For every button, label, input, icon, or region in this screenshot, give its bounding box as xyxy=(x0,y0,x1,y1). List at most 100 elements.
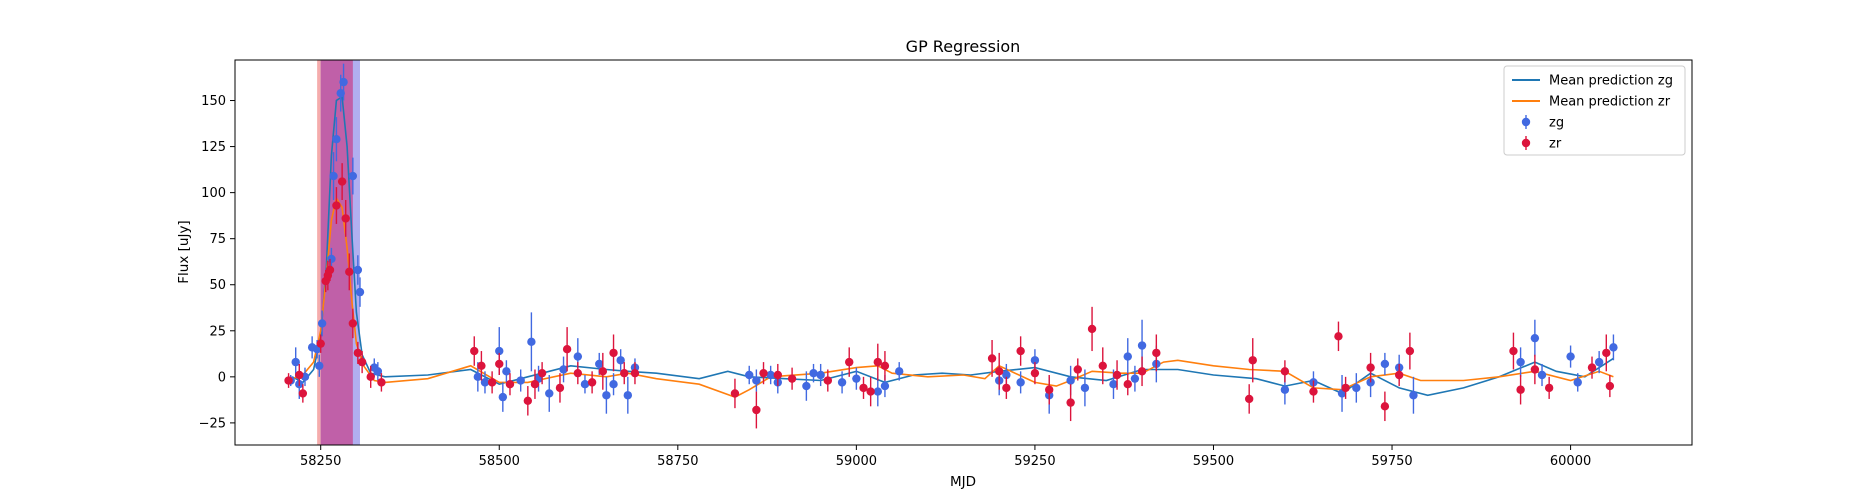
y-tick-label: 50 xyxy=(209,278,226,293)
point-zr xyxy=(874,358,882,366)
x-tick-label: 58250 xyxy=(300,454,341,469)
point-zr xyxy=(881,362,889,370)
point-zr xyxy=(488,378,496,386)
point-zr xyxy=(470,347,478,355)
x-tick-label: 58750 xyxy=(657,454,698,469)
point-zr xyxy=(1334,332,1342,340)
point-zg xyxy=(838,378,846,386)
y-tick-label: −25 xyxy=(199,416,226,431)
point-zr xyxy=(556,384,564,392)
point-zr xyxy=(284,376,292,384)
point-zr xyxy=(1509,347,1517,355)
point-zr xyxy=(1341,384,1349,392)
point-zr xyxy=(588,378,596,386)
point-zg xyxy=(1609,343,1617,351)
point-zr xyxy=(988,354,996,362)
point-zr xyxy=(349,319,357,327)
point-zg xyxy=(895,367,903,375)
point-zr xyxy=(1395,371,1403,379)
point-zg xyxy=(315,362,323,370)
point-zr xyxy=(1016,347,1024,355)
point-zr xyxy=(788,374,796,382)
point-zg xyxy=(1409,391,1417,399)
point-zr xyxy=(1545,384,1553,392)
point-zr xyxy=(620,369,628,377)
legend: Mean prediction zg Mean prediction zr zg zr xyxy=(1504,66,1685,155)
point-zg xyxy=(354,266,362,274)
point-zg xyxy=(745,371,753,379)
point-zr xyxy=(332,201,340,209)
point-zr xyxy=(1002,384,1010,392)
point-zr xyxy=(338,177,346,185)
point-zg xyxy=(545,389,553,397)
point-zr xyxy=(731,389,739,397)
line-zr xyxy=(292,198,1613,397)
point-zr xyxy=(609,349,617,357)
point-zr xyxy=(759,369,767,377)
x-tick-label: 58500 xyxy=(479,454,520,469)
point-zr xyxy=(1245,395,1253,403)
point-zg xyxy=(332,135,340,143)
point-zg xyxy=(624,391,632,399)
point-zr xyxy=(1381,402,1389,410)
point-zg xyxy=(339,78,347,86)
point-zr xyxy=(1531,365,1539,373)
line-zg xyxy=(292,97,1613,396)
point-zr xyxy=(1124,380,1132,388)
point-zg xyxy=(1566,352,1574,360)
point-zr xyxy=(1074,365,1082,373)
point-zg xyxy=(329,172,337,180)
x-tick-label: 59500 xyxy=(1193,454,1234,469)
point-zg xyxy=(356,288,364,296)
x-axis-ticks: 58250 58500 58750 59000 59250 59500 59750 60000 xyxy=(300,445,1591,469)
point-zr xyxy=(1088,325,1096,333)
point-zg xyxy=(1538,371,1546,379)
point-zr xyxy=(358,358,366,366)
point-zr xyxy=(1045,386,1053,394)
x-tick-label: 59750 xyxy=(1371,454,1412,469)
point-zg xyxy=(1381,360,1389,368)
point-zr xyxy=(631,369,639,377)
point-zg xyxy=(1138,341,1146,349)
x-tick-label: 59000 xyxy=(836,454,877,469)
point-zg xyxy=(318,319,326,327)
point-zg xyxy=(609,380,617,388)
point-zg xyxy=(1595,358,1603,366)
x-tick-label: 60000 xyxy=(1550,454,1591,469)
point-zg xyxy=(349,172,357,180)
point-zg xyxy=(816,371,824,379)
point-zr xyxy=(1406,347,1414,355)
prediction-lines xyxy=(292,97,1613,397)
point-zr xyxy=(354,349,362,357)
legend-swatch-zr-points xyxy=(1522,139,1530,147)
point-zg xyxy=(802,382,810,390)
point-zr xyxy=(1152,349,1160,357)
point-zr xyxy=(295,371,303,379)
point-zr xyxy=(1281,367,1289,375)
point-zg xyxy=(602,391,610,399)
point-zr xyxy=(538,369,546,377)
point-zr xyxy=(1309,387,1317,395)
point-zr xyxy=(367,373,375,381)
plot-frame xyxy=(235,60,1692,445)
point-zr xyxy=(866,387,874,395)
point-zr xyxy=(1588,363,1596,371)
point-zr xyxy=(859,384,867,392)
legend-label-zg-line: Mean prediction zg xyxy=(1549,74,1673,89)
point-zg xyxy=(852,374,860,382)
point-zr xyxy=(1113,371,1121,379)
point-zg xyxy=(766,371,774,379)
point-zr xyxy=(495,360,503,368)
point-zr xyxy=(531,380,539,388)
legend-label-zr-line: Mean prediction zr xyxy=(1549,95,1671,110)
point-zr xyxy=(477,362,485,370)
point-zg xyxy=(1531,334,1539,342)
legend-label-zg-points: zg xyxy=(1549,116,1564,131)
y-tick-label: 125 xyxy=(201,140,226,155)
point-zr xyxy=(345,268,353,276)
point-zr xyxy=(1249,356,1257,364)
point-zg xyxy=(1016,378,1024,386)
point-zg xyxy=(1281,386,1289,394)
point-zr xyxy=(377,378,385,386)
